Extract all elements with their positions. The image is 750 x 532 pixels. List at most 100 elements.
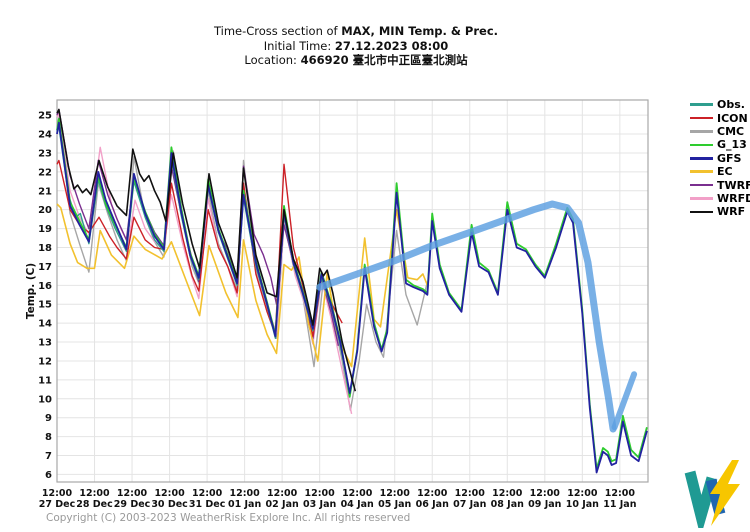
- series-line-WRF: [56, 108, 357, 392]
- y-tick-label: 7: [45, 451, 52, 462]
- x-tick-date: 09 Jan: [528, 499, 561, 510]
- x-tick-date: 29 Dec: [114, 499, 151, 510]
- copyright: Copyright (C) 2003-2023 WeatherRisk Expl…: [46, 512, 411, 524]
- chart-legend: Obs. ICON CMC G_13 GFS EC TWRF WRFD WRF: [690, 98, 750, 219]
- x-tick-date: 01 Jan: [228, 499, 261, 510]
- legend-label: WRF: [717, 205, 746, 219]
- x-tick-time: 12:00: [79, 488, 110, 499]
- legend-label: GFS: [717, 151, 742, 165]
- legend-item-WRFD: WRFD: [690, 192, 750, 205]
- logo-w-left-stroke: [684, 470, 718, 528]
- y-tick-label: 23: [38, 148, 52, 159]
- chart-title: Time-Cross section of MAX, MIN Temp. & P…: [0, 24, 712, 39]
- legend-item-EC: EC: [690, 165, 750, 178]
- legend-label: EC: [717, 165, 733, 179]
- x-tick-date: 07 Jan: [453, 499, 486, 510]
- x-tick-time: 12:00: [229, 488, 260, 499]
- legend-label: Obs.: [717, 98, 745, 112]
- y-tick-label: 10: [38, 394, 52, 405]
- gridlines: [56, 100, 648, 482]
- lightning-bolt-icon: [710, 460, 740, 526]
- y-tick-label: 19: [38, 224, 52, 235]
- y-tick-label: 11: [38, 375, 52, 386]
- legend-label: ICON: [717, 111, 748, 125]
- legend-item-G_13: G_13: [690, 138, 750, 151]
- x-tick-date: 06 Jan: [416, 499, 449, 510]
- location-value: 466920 臺北市中正區臺北測站: [300, 53, 468, 67]
- legend-item-GFS: GFS: [690, 152, 750, 165]
- x-tick-date: 31 Dec: [189, 499, 226, 510]
- legend-label: CMC: [717, 124, 745, 138]
- y-tick-label: 9: [45, 413, 52, 424]
- x-tick-date: 08 Jan: [491, 499, 524, 510]
- legend-swatch-Obs.: [690, 103, 713, 106]
- legend-swatch-CMC: [690, 130, 713, 133]
- series-line-ICON: [56, 159, 343, 338]
- location: Location: 466920 臺北市中正區臺北測站: [0, 53, 712, 68]
- x-tick-date: 11 Jan: [603, 499, 636, 510]
- legend-item-WRF: WRF: [690, 205, 750, 218]
- legend-item-CMC: CMC: [690, 125, 750, 138]
- initial-time-value: 27.12.2023 08:00: [334, 38, 449, 53]
- y-tick-label: 15: [38, 300, 52, 311]
- legend-swatch-TWRF: [690, 183, 713, 187]
- legend-item-ICON: ICON: [690, 111, 750, 125]
- y-tick-label: 13: [38, 338, 52, 349]
- legend-label: TWRF: [717, 178, 750, 192]
- x-tick-time: 12:00: [342, 488, 373, 499]
- x-tick-time: 12:00: [455, 488, 486, 499]
- legend-label: G_13: [717, 138, 747, 152]
- y-tick-label: 22: [38, 167, 52, 178]
- series-line-EC: [56, 203, 429, 368]
- x-tick-time: 12:00: [192, 488, 223, 499]
- x-tick-date: 04 Jan: [341, 499, 374, 510]
- legend-item-TWRF: TWRF: [690, 178, 750, 192]
- x-tick-date: 03 Jan: [303, 499, 336, 510]
- x-tick-time: 12:00: [417, 488, 448, 499]
- legend-label: WRFD: [717, 191, 750, 205]
- plot-border: [56, 99, 649, 483]
- legend-swatch-G_13: [690, 143, 713, 147]
- y-tick-label: 24: [38, 130, 52, 141]
- x-tick-time: 12:00: [567, 488, 598, 499]
- series-line-GFS: [56, 121, 648, 474]
- legend-swatch-EC: [690, 170, 713, 173]
- initial-time-label: Initial Time:: [263, 38, 335, 53]
- y-tick-label: 21: [38, 186, 52, 197]
- x-tick-date: 02 Jan: [266, 499, 299, 510]
- annotation-arrow-barb: [611, 371, 638, 431]
- x-tick-date: 05 Jan: [378, 499, 411, 510]
- legend-swatch-GFS: [690, 156, 713, 160]
- x-tick-time: 12:00: [380, 488, 411, 499]
- x-tick-date: 30 Dec: [151, 499, 188, 510]
- y-tick-label: 17: [38, 262, 52, 273]
- x-tick-time: 12:00: [605, 488, 636, 499]
- x-tick-time: 12:00: [305, 488, 336, 499]
- y-axis-label: Temp. (C): [25, 263, 37, 319]
- chart-title-main: MAX, MIN Temp. & Prec.: [341, 24, 499, 38]
- weatherrisk-logo: [684, 460, 740, 528]
- chart-header: Time-Cross section of MAX, MIN Temp. & P…: [0, 24, 712, 68]
- x-tick-date: 10 Jan: [566, 499, 599, 510]
- y-tick-label: 18: [38, 243, 52, 254]
- annotation-arrow-main: [316, 200, 617, 433]
- x-tick-time: 12:00: [492, 488, 523, 499]
- y-tick-label: 6: [45, 470, 52, 481]
- x-tick-date: 27 Dec: [39, 499, 76, 510]
- y-tick-label: 8: [45, 432, 52, 443]
- x-tick-time: 12:00: [42, 488, 73, 499]
- y-tick-label: 20: [38, 205, 52, 216]
- legend-swatch-ICON: [690, 116, 713, 120]
- series-line-WRFD: [56, 112, 353, 415]
- y-tick-label: 12: [38, 356, 52, 367]
- x-tick-time: 12:00: [530, 488, 561, 499]
- y-tick-label: 14: [38, 319, 52, 330]
- y-tick-label: 16: [38, 281, 52, 292]
- chart-title-prefix: Time-Cross section of: [213, 24, 342, 38]
- y-tick-label: 25: [38, 111, 52, 122]
- legend-item-Obs.: Obs.: [690, 98, 750, 111]
- legend-swatch-WRF: [690, 210, 713, 214]
- initial-time: Initial Time: 27.12.2023 08:00: [0, 39, 712, 54]
- x-tick-time: 12:00: [117, 488, 148, 499]
